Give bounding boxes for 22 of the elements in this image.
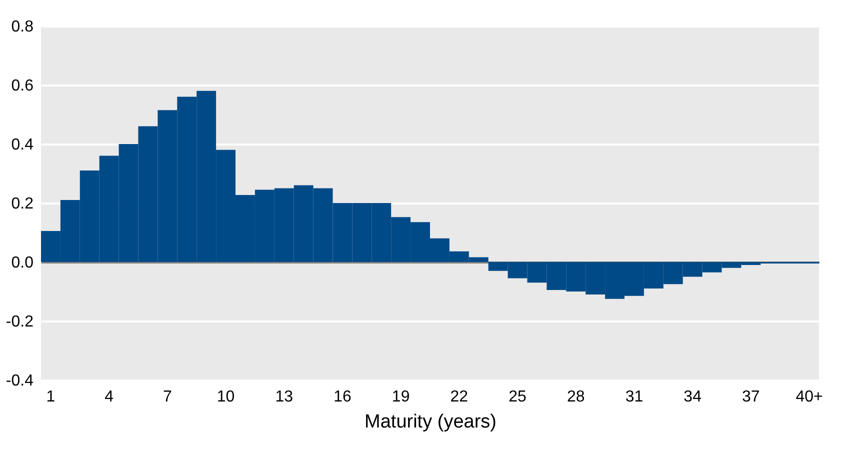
x-tick-label: 37 [742,388,760,406]
x-tick-label: 13 [275,388,294,406]
y-tick-label: 0.8 [11,18,34,36]
x-tick-label: 10 [216,388,235,406]
x-axis-title: Maturity (years) [364,412,496,432]
y-tick-label: 0.0 [11,254,34,272]
x-tick-label: 31 [625,388,644,406]
x-tick-label: 7 [162,388,172,406]
x-tick-label: 19 [392,388,410,406]
x-tick-label: 34 [684,388,702,406]
y-tick-label: 0.2 [11,196,34,212]
x-tick-label: 16 [334,388,352,406]
y-tick-label: -0.4 [6,372,34,390]
y-tick-label: 0.4 [11,136,34,154]
x-tick-label: 4 [104,388,114,406]
x-tick-label: 1 [46,388,56,406]
y-tick-label: 0.6 [11,78,34,94]
x-tick-label: 25 [508,388,527,406]
y-tick-label: -0.2 [6,314,34,330]
x-tick-label: 28 [566,388,585,406]
x-tick-label: 22 [450,388,468,406]
x-tick-label: 40+ [796,388,823,406]
